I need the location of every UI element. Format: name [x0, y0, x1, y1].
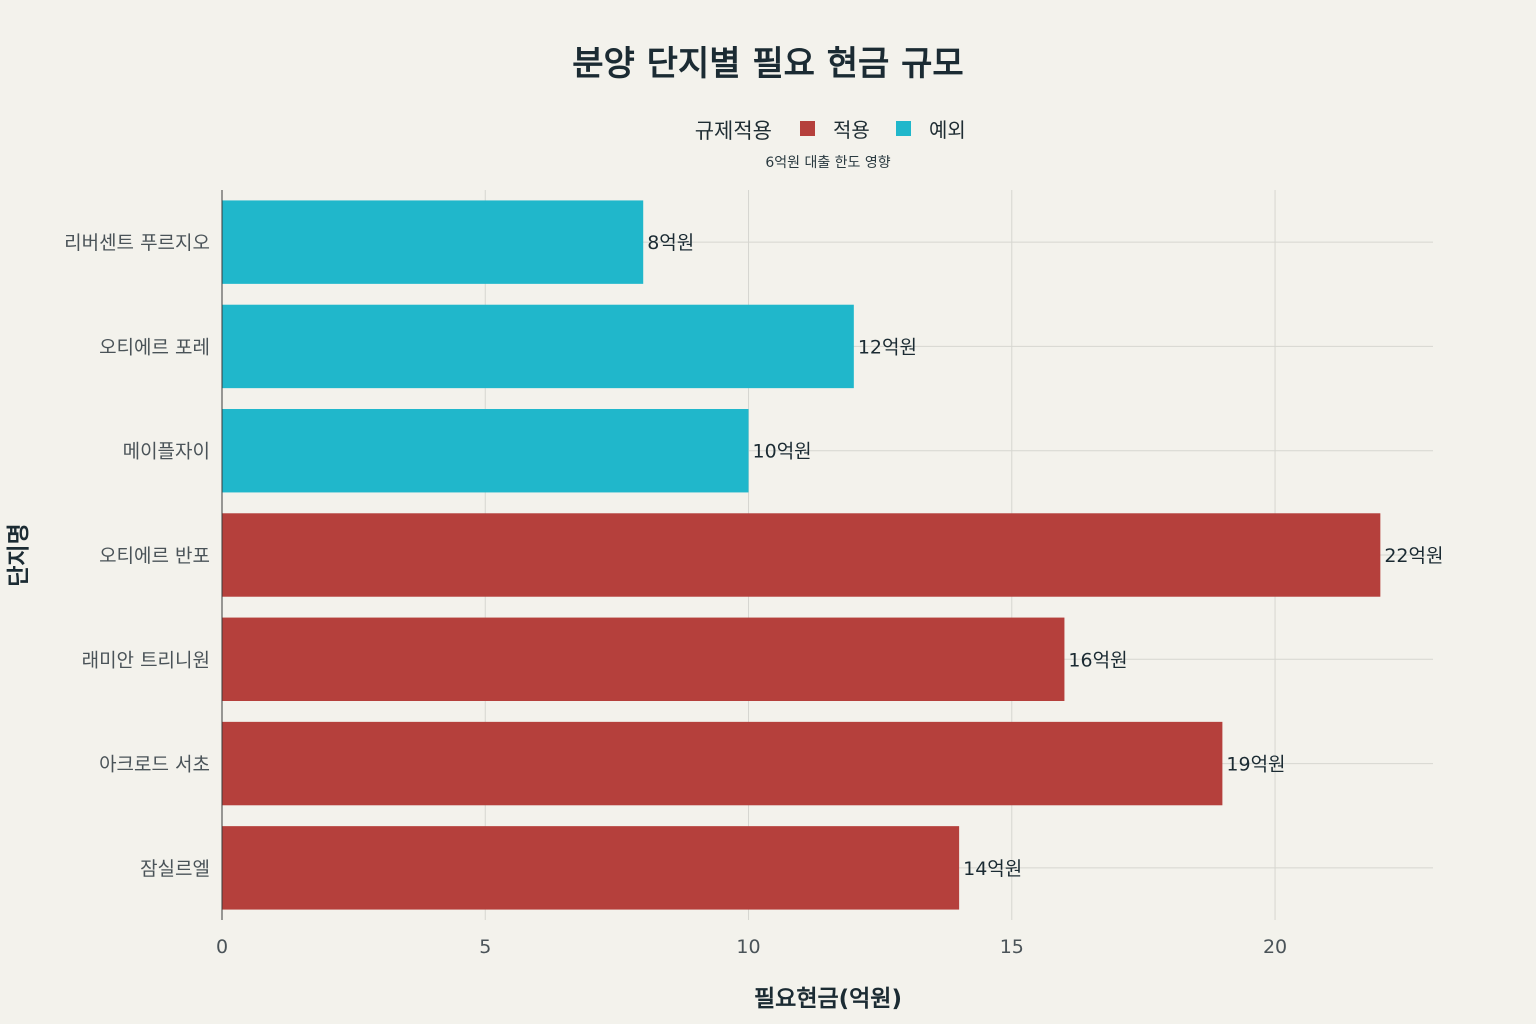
bar-0 — [222, 200, 644, 284]
x-tick-label-4: 20 — [1263, 936, 1287, 958]
legend-swatch-0 — [800, 121, 815, 136]
legend: 규제적용 적용 예외 — [695, 118, 966, 143]
bar-4 — [222, 617, 1065, 701]
y-axis-label: 단지명 — [6, 523, 32, 586]
x-tick-label-3: 15 — [1000, 936, 1024, 958]
bars — [222, 200, 1381, 910]
legend-label-0: 적용 — [833, 118, 870, 142]
data-label-5: 19억원 — [1226, 754, 1285, 776]
legend-label-1: 예외 — [929, 118, 966, 142]
chart-title: 분양 단지별 필요 현금 규모 — [572, 44, 963, 84]
y-tick-label-1: 오티에르 포레 — [99, 336, 210, 358]
data-label-4: 16억원 — [1068, 649, 1127, 671]
legend-title: 규제적용 — [695, 119, 772, 143]
data-labels: 8억원 12억원 10억원 22억원 16억원 19억원 14억원 — [647, 232, 1443, 880]
chart-subtitle: 6억원 대출 한도 영향 — [765, 155, 890, 171]
data-label-0: 8억원 — [647, 232, 694, 254]
y-tick-label-0: 리버센트 푸르지오 — [64, 232, 210, 254]
y-tick-label-4: 래미안 트리니원 — [82, 649, 210, 671]
y-tick-label-6: 잠실르엘 — [140, 858, 210, 880]
bar-1 — [222, 304, 854, 389]
y-tick-label-2: 메이플자이 — [123, 441, 210, 463]
data-label-6: 14억원 — [963, 858, 1022, 880]
data-label-2: 10억원 — [753, 441, 812, 463]
bar-6 — [222, 826, 960, 910]
y-tick-label-5: 아크로드 서초 — [99, 754, 210, 776]
x-axis-label: 필요현금(억원) — [754, 986, 902, 1012]
x-tick-label-1: 5 — [479, 936, 491, 958]
data-label-1: 12억원 — [858, 336, 917, 358]
x-tick-label-0: 0 — [216, 936, 228, 958]
data-label-3: 22억원 — [1384, 545, 1443, 567]
bar-5 — [222, 721, 1223, 806]
x-tick-labels: 0 5 10 15 20 — [216, 936, 1287, 958]
legend-swatch-1 — [896, 121, 911, 136]
bar-2 — [222, 409, 749, 493]
x-tick-label-2: 10 — [736, 936, 760, 958]
bar-3 — [222, 513, 1381, 597]
y-tick-label-3: 오티에르 반포 — [99, 545, 210, 567]
